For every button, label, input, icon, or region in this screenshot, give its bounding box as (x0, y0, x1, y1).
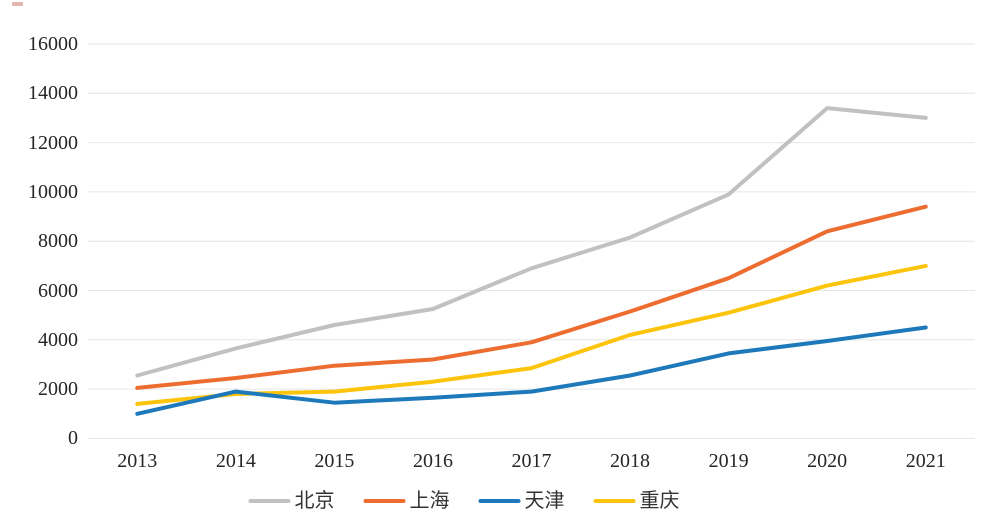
y-axis-label-16000: 16000 (28, 33, 78, 55)
legend-line-icon (478, 499, 521, 503)
x-axis-label-2021: 2021 (905, 450, 946, 472)
y-axis-label-6000: 6000 (38, 279, 78, 302)
legend-item-beijing: 北京 (248, 489, 335, 513)
y-axis-label-12000: 12000 (28, 131, 78, 154)
legend-label-shanghai: 上海 (409, 490, 450, 512)
legend-label-chongqing: 重庆 (639, 490, 680, 512)
x-axis-label-2015: 2015 (314, 450, 355, 472)
series-line-tianjin (135, 325, 928, 416)
legend-item-chongqing: 重庆 (593, 489, 680, 513)
x-axis-label-2016: 2016 (412, 450, 453, 472)
cropped-red-artifact (12, 2, 23, 6)
series-line-chongqing (135, 263, 928, 406)
y-axis-label-2000: 2000 (38, 378, 78, 401)
y-axis-label-0: 0 (68, 427, 78, 450)
legend-line-icon (593, 499, 636, 503)
series-line-beijing (135, 106, 928, 378)
legend-label-tianjin: 天津 (524, 490, 565, 512)
x-axis-label-2017: 2017 (511, 450, 552, 472)
x-axis-label-2013: 2013 (117, 450, 158, 472)
legend-label-beijing: 北京 (294, 490, 335, 512)
legend-item-tianjin: 天津 (478, 489, 565, 513)
legend-line-icon (363, 499, 406, 503)
series-line-shanghai (135, 204, 928, 390)
y-axis-label-4000: 4000 (38, 328, 78, 351)
x-axis-label-2018: 2018 (610, 450, 651, 472)
legend-line-icon (248, 499, 291, 503)
x-axis-label-2014: 2014 (215, 450, 256, 472)
legend-item-shanghai: 上海 (363, 489, 450, 513)
x-axis-label-2020: 2020 (807, 450, 848, 472)
x-axis-label-2019: 2019 (708, 450, 749, 472)
y-axis-label-14000: 14000 (28, 82, 78, 105)
legend: 北京 上海 天津 重庆 (248, 489, 680, 513)
y-axis-label-10000: 10000 (28, 180, 78, 203)
y-axis-label-8000: 8000 (38, 230, 78, 253)
